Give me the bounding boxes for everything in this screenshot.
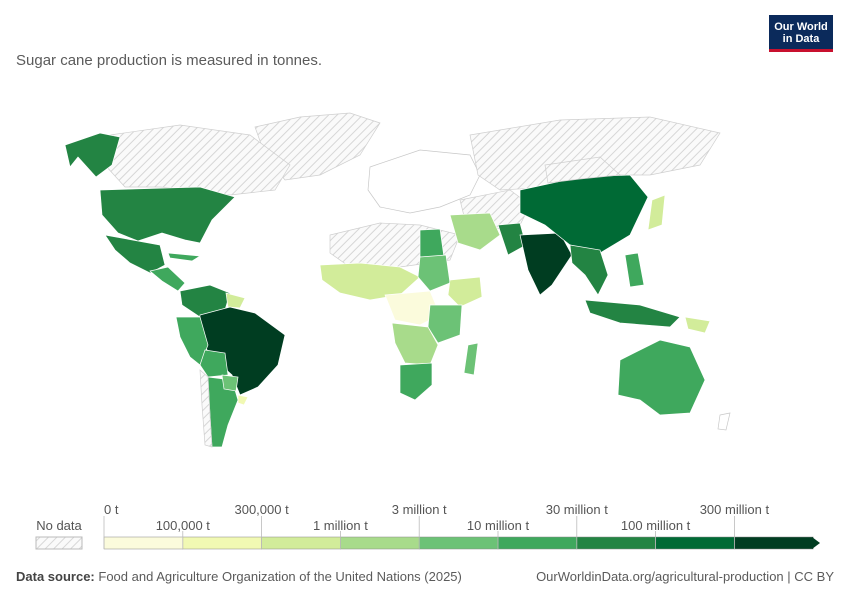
legend-top-label: 30 million t	[546, 502, 609, 517]
legend-no-data-swatch[interactable]	[35, 536, 83, 550]
legend-bottom-label: 100 million t	[621, 518, 691, 533]
region-bolivia[interactable]	[199, 349, 229, 378]
region-cuba[interactable]	[167, 252, 202, 262]
region-guianas[interactable]	[225, 292, 246, 309]
region-alaska[interactable]	[64, 132, 121, 178]
legend-top-label: 300,000 t	[234, 502, 289, 517]
region-southeast-asia[interactable]	[569, 244, 609, 296]
legend-bottom-label: 10 million t	[467, 518, 530, 533]
region-new-zealand[interactable]	[717, 412, 731, 431]
legend-bin[interactable]	[418, 536, 499, 550]
region-east-africa[interactable]	[427, 304, 463, 344]
region-mongolia[interactable]	[544, 156, 621, 184]
region-papua[interactable]	[684, 316, 711, 334]
region-ethiopia[interactable]	[447, 276, 483, 308]
region-chile[interactable]	[199, 369, 213, 448]
legend-bin[interactable]	[103, 536, 184, 550]
region-egypt[interactable]	[419, 228, 445, 258]
footer-source: Data source: Food and Agriculture Organi…	[16, 569, 462, 584]
legend-top-label: 3 million t	[392, 502, 447, 517]
region-mexico[interactable]	[104, 234, 166, 274]
chart-subtitle: Sugar cane production is measured in ton…	[16, 52, 323, 69]
region-madagascar[interactable]	[463, 342, 479, 376]
owid-logo[interactable]: Our World in Data	[769, 15, 833, 52]
footer-source-label: Data source:	[16, 569, 95, 584]
legend-bin[interactable]	[261, 536, 341, 550]
legend-bin[interactable]	[655, 536, 735, 550]
legend-bin[interactable]	[497, 536, 578, 550]
region-russia[interactable]	[469, 116, 721, 191]
region-central-america[interactable]	[149, 266, 186, 292]
region-sudan[interactable]	[417, 254, 451, 292]
footer-source-text: Food and Agriculture Organization of the…	[98, 569, 462, 584]
region-paraguay[interactable]	[221, 374, 239, 392]
region-usa[interactable]	[99, 186, 236, 244]
region-middle-east[interactable]	[449, 212, 501, 251]
logo-line-2: in Data	[782, 33, 820, 45]
map-legend: No data 0 t 300,000 t 3 million t 30 millio…	[35, 502, 820, 550]
legend-no-data-label: No data	[36, 518, 82, 533]
region-australia[interactable]	[617, 339, 706, 416]
region-japan[interactable]	[647, 194, 666, 231]
legend-bin[interactable]	[340, 536, 420, 550]
legend-bin[interactable]	[576, 536, 656, 550]
region-philippines[interactable]	[624, 252, 645, 288]
legend-bin[interactable]	[182, 536, 262, 550]
legend-arrow	[812, 537, 820, 549]
region-india[interactable]	[519, 232, 573, 296]
region-indonesia[interactable]	[584, 299, 681, 328]
world-map	[64, 112, 731, 448]
legend-top-label: 0 t	[104, 502, 119, 517]
legend-bottom-label: 1 million t	[313, 518, 368, 533]
region-uruguay[interactable]	[237, 394, 249, 406]
region-canada[interactable]	[104, 124, 291, 196]
region-europe[interactable]	[367, 149, 481, 214]
legend-top-label: 300 million t	[700, 502, 770, 517]
legend-bottom-label: 100,000 t	[156, 518, 211, 533]
footer-url[interactable]: OurWorldinData.org/agricultural-producti…	[536, 569, 834, 584]
legend-bin[interactable]	[734, 536, 814, 550]
region-south-africa[interactable]	[399, 362, 433, 401]
logo-line-1: Our World	[774, 21, 828, 33]
